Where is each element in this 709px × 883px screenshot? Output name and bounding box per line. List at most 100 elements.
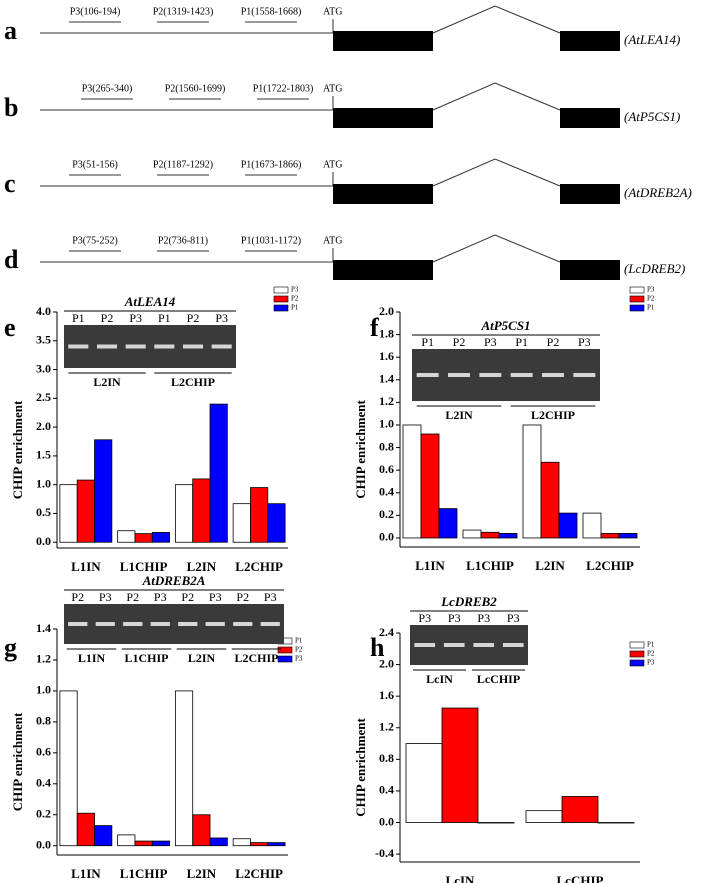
primer-label: P1(1031-1172) — [241, 235, 301, 246]
legend-label: P2 — [295, 646, 303, 654]
gel-title: LcDREB2 — [440, 594, 497, 609]
bar — [174, 484, 194, 543]
gel-group-label: L2CHIP — [171, 375, 215, 389]
exon — [333, 260, 433, 280]
gel-lane-label: P3 — [448, 611, 461, 625]
y-tick-label: 1.0 — [36, 476, 51, 490]
gel-lane-label: P2 — [453, 335, 466, 349]
primer-label: P1(1558-1668) — [241, 6, 302, 17]
bar — [151, 840, 171, 847]
y-tick-label: 2.5 — [36, 390, 51, 404]
bar — [267, 503, 286, 543]
intron — [432, 5, 561, 34]
gel-lane-label: P1 — [515, 335, 528, 349]
x-tick-label: L1CHIP — [120, 866, 168, 881]
legend-swatch — [629, 659, 645, 667]
gel-band — [510, 373, 533, 377]
exon — [333, 184, 433, 204]
legend-label: P1 — [291, 304, 299, 312]
legend-swatch — [629, 641, 645, 649]
gel-band — [154, 344, 175, 349]
primer-label: P3(75-252) — [72, 235, 118, 246]
bar — [480, 531, 500, 539]
gel-lane-label: P1 — [72, 311, 85, 325]
y-tick-label: 2.0 — [379, 304, 394, 318]
gel-title: AtP5CS1 — [480, 318, 530, 333]
gel-lane-label: P3 — [215, 311, 228, 325]
bar — [209, 837, 228, 847]
y-tick-label: 0.8 — [379, 751, 394, 765]
y-tick-label: 0.6 — [379, 462, 394, 476]
legend-label: P3 — [647, 659, 655, 667]
exon — [333, 31, 433, 51]
bar — [597, 822, 635, 824]
y-tick-label: 0.0 — [379, 530, 394, 544]
panel-letter: c — [4, 169, 16, 198]
y-tick-label: 2.0 — [379, 656, 394, 670]
gel-band — [573, 373, 596, 377]
gel-image — [412, 349, 600, 401]
legend-label: P3 — [291, 286, 299, 294]
gel-group-label: LcIN — [426, 672, 453, 686]
legend-label: P3 — [647, 286, 655, 294]
bar — [441, 707, 479, 823]
y-tick-label: 1.4 — [379, 372, 394, 386]
legend-label: P3 — [295, 655, 303, 663]
bar — [558, 512, 578, 539]
y-tick-label: 0.8 — [36, 714, 51, 728]
gel-lane-label: P2 — [181, 590, 194, 604]
y-tick-label: 3.0 — [36, 361, 51, 375]
bar — [117, 530, 136, 543]
panel-letter: b — [4, 93, 18, 122]
gel-band — [260, 622, 280, 626]
bar — [561, 796, 599, 823]
y-tick-label: 1.6 — [379, 349, 394, 363]
gel-lane-label: P3 — [264, 590, 277, 604]
x-tick-label: L2IN — [187, 559, 217, 574]
x-tick-label: L1CHIP — [466, 558, 514, 573]
y-tick-label: 0.0 — [36, 534, 51, 548]
gel-band — [68, 622, 88, 626]
legend-swatch — [629, 286, 645, 294]
exon — [560, 108, 620, 128]
gel-lane-label: P3 — [484, 335, 497, 349]
gel-group-label: L2CHIP — [531, 408, 575, 422]
bar — [600, 533, 620, 539]
panel-letter: f — [370, 313, 379, 342]
bar — [250, 842, 269, 847]
x-tick-label: L1IN — [415, 558, 445, 573]
y-tick-label: 0.4 — [36, 776, 51, 790]
y-tick-label: 1.8 — [379, 326, 394, 340]
primer-label: P3(265-340) — [82, 83, 133, 94]
exon — [560, 31, 620, 51]
gel-band — [233, 622, 253, 626]
x-tick-label: L2CHIP — [235, 559, 283, 574]
intron — [432, 82, 561, 111]
bar — [477, 822, 515, 824]
gel-lane-label: P3 — [129, 311, 142, 325]
y-tick-label: 4.0 — [36, 304, 51, 318]
gel-image — [64, 325, 236, 368]
panel-letter: g — [4, 633, 17, 662]
bar — [94, 825, 113, 847]
gel-band — [502, 643, 524, 647]
gel-band — [416, 373, 439, 377]
panel-letter: e — [4, 313, 16, 342]
gel-lane-label: P2 — [547, 335, 560, 349]
legend-label: P2 — [291, 295, 299, 303]
y-tick-label: -0.4 — [375, 846, 394, 860]
x-tick-label: LcIN — [446, 873, 476, 883]
bar — [59, 484, 78, 543]
gel-title: AtDREB2A — [142, 573, 206, 588]
primer-label: P2(1187-1292) — [153, 159, 213, 170]
intron — [432, 158, 561, 187]
bar — [438, 508, 458, 539]
y-tick-label: 1.0 — [379, 417, 394, 431]
gel-title: AtLEA14 — [124, 294, 176, 309]
panel-letter: d — [4, 245, 19, 274]
legend-label: P1 — [295, 637, 303, 645]
bar — [522, 424, 542, 539]
y-tick-label: 0.2 — [379, 507, 394, 521]
x-tick-label: L2CHIP — [586, 558, 634, 573]
gel-band — [150, 622, 170, 626]
